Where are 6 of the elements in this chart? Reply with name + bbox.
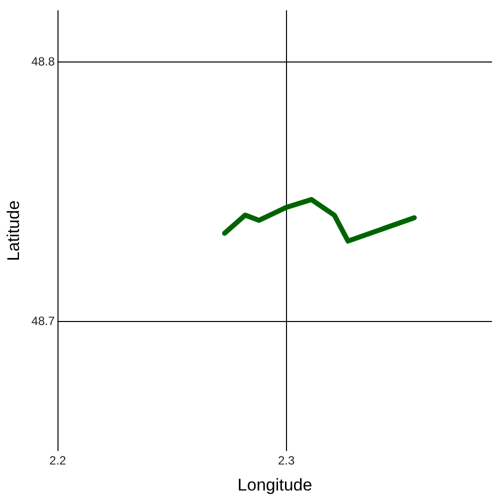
y-axis-title: Latitude <box>4 200 23 261</box>
x-axis-title: Longitude <box>238 475 312 494</box>
x-tick-label: 2.3 <box>278 454 295 468</box>
y-tick-label: 48.8 <box>31 54 56 68</box>
y-tick-label: 48.7 <box>31 314 56 328</box>
x-tick-label: 2.2 <box>49 454 66 468</box>
